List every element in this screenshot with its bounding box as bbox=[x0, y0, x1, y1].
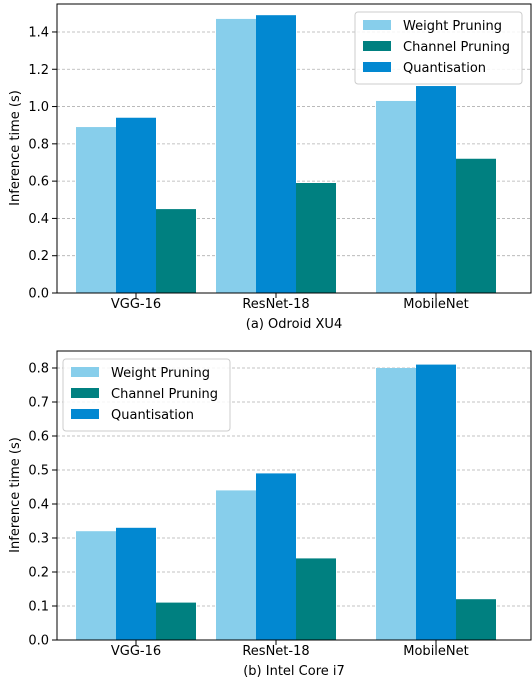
y-tick-label: 0.0 bbox=[28, 634, 49, 649]
chart-b: 0.0 0.1 0.2 0.3 0.4 0.5 0.6 0.7 0.8 VGG-16 ResNet-… bbox=[8, 350, 532, 679]
y-axis-title: Inference time (s) bbox=[8, 437, 23, 553]
legend-label-channel-pruning: Channel Pruning bbox=[403, 40, 510, 55]
plot-frame bbox=[56, 3, 532, 294]
legend-label-weight-pruning: Weight Pruning bbox=[403, 19, 502, 34]
legend-label-channel-pruning: Channel Pruning bbox=[111, 387, 218, 402]
bar-quantisation-mobilenet bbox=[416, 86, 456, 293]
chart-caption: (a) Odroid XU4 bbox=[246, 317, 342, 332]
y-tick-label: 1.4 bbox=[28, 25, 49, 40]
legend: Weight Pruning Channel Pruning Quantisatio… bbox=[62, 358, 231, 432]
legend-swatch-quantisation bbox=[363, 62, 391, 72]
legend-label-quantisation: Quantisation bbox=[403, 61, 486, 76]
y-tick-label: 0.6 bbox=[28, 430, 49, 445]
bar-quantisation-mobilenet bbox=[416, 364, 456, 640]
bar-weight-pruning-resnet-18 bbox=[216, 490, 256, 640]
x-tick-label: ResNet-18 bbox=[242, 644, 309, 659]
y-tick-label: 0.7 bbox=[28, 396, 49, 411]
y-tick-label: 0.8 bbox=[28, 137, 49, 152]
bar-weight-pruning-mobilenet bbox=[376, 368, 416, 640]
bar-quantisation-vgg-16 bbox=[116, 117, 156, 294]
y-tick-label: 0.8 bbox=[28, 362, 49, 377]
bar-weight-pruning-resnet-18 bbox=[216, 18, 256, 293]
bar-quantisation-resnet-18 bbox=[256, 15, 296, 293]
legend-swatch-weight-pruning bbox=[363, 20, 391, 30]
legend-swatch-channel-pruning bbox=[71, 388, 99, 398]
x-tick-label: VGG-16 bbox=[111, 297, 161, 312]
bar-weight-pruning-mobilenet bbox=[376, 100, 416, 294]
y-tick-label: 1.2 bbox=[28, 63, 49, 78]
y-tick-label: 0.4 bbox=[28, 498, 49, 513]
bar-quantisation-vgg-16 bbox=[116, 527, 156, 640]
x-tick-label: MobileNet bbox=[403, 644, 468, 659]
bar-channel-pruning-mobilenet bbox=[456, 599, 496, 640]
legend-swatch-weight-pruning bbox=[71, 367, 99, 377]
legend-label-weight-pruning: Weight Pruning bbox=[111, 366, 210, 381]
y-axis-title: Inference time (s) bbox=[8, 90, 23, 206]
x-tick-label: ResNet-18 bbox=[242, 297, 309, 312]
bar-weight-pruning-vgg-16 bbox=[76, 127, 116, 293]
legend-box bbox=[354, 11, 523, 85]
bar-weight-pruning-vgg-16 bbox=[76, 531, 116, 640]
chart-a: 0.0 0.2 0.4 0.6 0.8 1.0 1.2 1.4 VGG-16 ResNet-18 M… bbox=[8, 3, 532, 332]
chart-caption: (b) Intel Core i7 bbox=[243, 664, 345, 679]
x-tick-label: MobileNet bbox=[403, 297, 468, 312]
y-tick-label: 0.2 bbox=[28, 249, 49, 264]
y-tick-label: 0.3 bbox=[28, 532, 49, 547]
bar-channel-pruning-mobilenet bbox=[456, 158, 496, 293]
bar-channel-pruning-resnet-18 bbox=[296, 558, 336, 640]
x-tick-label: VGG-16 bbox=[111, 644, 161, 659]
legend: Weight Pruning Channel Pruning Quantisatio… bbox=[354, 11, 523, 85]
y-tick-label: 0.5 bbox=[28, 464, 49, 479]
legend-label-quantisation: Quantisation bbox=[111, 408, 194, 423]
legend-swatch-channel-pruning bbox=[363, 41, 391, 51]
plot-frame bbox=[56, 350, 532, 641]
y-tick-label: 0.2 bbox=[28, 566, 49, 581]
y-tick-label: 0.4 bbox=[28, 212, 49, 227]
bar-channel-pruning-resnet-18 bbox=[296, 182, 336, 293]
bar-channel-pruning-vgg-16 bbox=[156, 209, 196, 293]
y-tick-label: 1.0 bbox=[28, 100, 49, 115]
legend-swatch-quantisation bbox=[71, 409, 99, 419]
y-tick-label: 0.1 bbox=[28, 600, 49, 615]
y-tick-label: 0.0 bbox=[28, 287, 49, 302]
bar-quantisation-resnet-18 bbox=[256, 473, 296, 640]
y-tick-label: 0.6 bbox=[28, 175, 49, 190]
legend-box bbox=[62, 358, 231, 432]
bar-channel-pruning-vgg-16 bbox=[156, 602, 196, 640]
